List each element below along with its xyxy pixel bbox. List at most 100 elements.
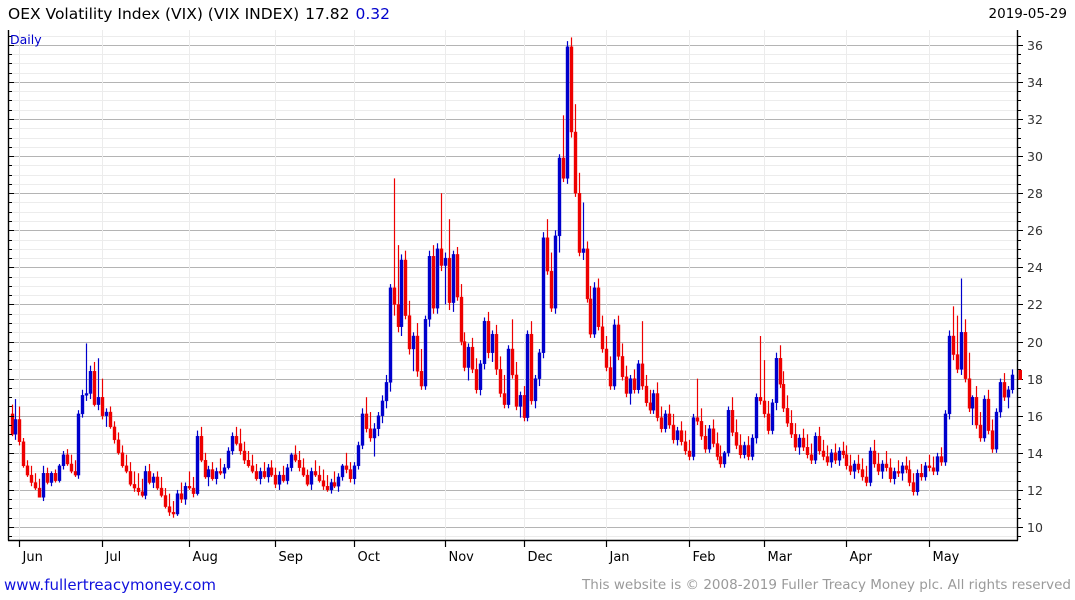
candle-body — [147, 471, 152, 483]
candle-body — [1002, 382, 1007, 398]
candle-body — [13, 419, 18, 435]
candle-body — [994, 411, 999, 450]
y-tick-label: 30 — [1027, 149, 1043, 164]
candle-body — [399, 259, 404, 327]
candle-body — [203, 460, 208, 478]
candle-body — [588, 298, 593, 335]
y-tick-label: 34 — [1027, 75, 1043, 90]
candle-body — [321, 480, 326, 487]
candle-body — [758, 397, 763, 402]
candle-body — [718, 456, 723, 465]
candle-body — [774, 358, 779, 403]
x-tick-label: Jul — [105, 550, 122, 565]
candle-body — [415, 335, 420, 372]
candle-body — [155, 476, 160, 489]
candle-body — [715, 443, 720, 457]
candle-body — [462, 341, 467, 368]
candle-body — [230, 435, 235, 452]
candle-body — [435, 248, 440, 309]
candle-body — [199, 435, 204, 461]
candle-body — [317, 474, 322, 481]
candle-body — [612, 324, 617, 387]
price-change: 0.32 — [355, 5, 391, 23]
candle-body — [470, 346, 475, 370]
candle-body — [136, 487, 141, 492]
candle-body — [848, 465, 853, 472]
candle-body — [781, 384, 786, 409]
candle-body — [459, 296, 464, 342]
candle-body — [707, 428, 712, 450]
candle-body — [1006, 389, 1011, 398]
candle-body — [352, 465, 357, 479]
candle-body — [439, 248, 444, 266]
candle-body — [750, 437, 755, 457]
candle-body — [451, 254, 456, 303]
candle-body — [632, 378, 637, 390]
x-tick-label: Dec — [528, 550, 553, 565]
candle-body — [711, 428, 716, 444]
x-tick-label: Apr — [850, 550, 873, 565]
candle-body — [474, 369, 479, 390]
candle-body — [797, 437, 802, 448]
candle-body — [703, 435, 708, 450]
candle-body — [935, 456, 940, 472]
candle-body — [636, 363, 641, 390]
candle-body — [947, 335, 952, 415]
candle-body — [53, 473, 58, 481]
candle-body — [313, 471, 318, 476]
candle-body — [766, 413, 771, 431]
x-tick-label: Jan — [609, 550, 630, 565]
candle-body — [191, 487, 196, 494]
candle-body — [793, 434, 798, 448]
candle-body — [159, 487, 164, 496]
candle-body — [565, 46, 570, 179]
candle-body — [293, 454, 298, 461]
x-tick-label: Mar — [768, 550, 793, 565]
candle-body — [529, 333, 534, 402]
candle-body — [206, 469, 211, 478]
candle-body — [171, 511, 176, 515]
candle-body — [222, 467, 227, 474]
candle-body — [258, 471, 263, 479]
candle-body — [403, 259, 408, 316]
candle-body — [904, 465, 909, 470]
candle-body — [360, 413, 365, 446]
chart-canvas-container[interactable]: 10 12 14 16 18 20 22 24 26 28 30 32 34 36 Jun Jul Aug Sep… — [0, 28, 1075, 568]
candle-body — [561, 157, 566, 179]
candle-body — [648, 402, 653, 411]
candle-body — [301, 467, 306, 476]
candle-body — [140, 491, 145, 496]
candle-body — [726, 409, 731, 454]
candle-body — [124, 465, 129, 472]
x-tick-label: May — [933, 550, 960, 565]
candle-body — [514, 374, 519, 407]
candle-body — [108, 411, 113, 428]
candle-body — [801, 437, 806, 448]
candle-body — [348, 469, 353, 480]
x-tick-label: Aug — [193, 550, 218, 565]
candle-body — [888, 467, 893, 480]
candle-body — [65, 454, 70, 465]
candle-body — [943, 413, 948, 463]
candlestick-chart[interactable]: 10 12 14 16 18 20 22 24 26 28 30 32 34 36 Jun Jul Aug Sep… — [0, 28, 1075, 568]
candle-series[interactable] — [10, 37, 1015, 518]
candle-body — [817, 435, 822, 452]
site-url-link[interactable]: www.fullertreacymoney.com — [4, 576, 217, 594]
y-tick-label: 22 — [1027, 297, 1043, 312]
candle-body — [813, 435, 818, 461]
last-price-marker — [1018, 369, 1022, 380]
candle-body — [45, 473, 50, 483]
candle-body — [695, 417, 700, 422]
candle-body — [510, 348, 515, 376]
title-group: OEX Volatility Index (VIX) (VIX INDEX) 1… — [8, 5, 390, 23]
instrument-title: OEX Volatility Index (VIX) (VIX INDEX) — [8, 5, 300, 23]
candle-body — [455, 254, 460, 298]
candle-body — [423, 319, 428, 387]
candle-body — [604, 348, 609, 368]
candle-body — [167, 506, 172, 513]
x-tick-label: Oct — [358, 550, 380, 565]
candle-body — [273, 474, 278, 485]
candle-body — [821, 450, 826, 457]
candle-body — [443, 257, 448, 266]
candle-body — [419, 371, 424, 387]
